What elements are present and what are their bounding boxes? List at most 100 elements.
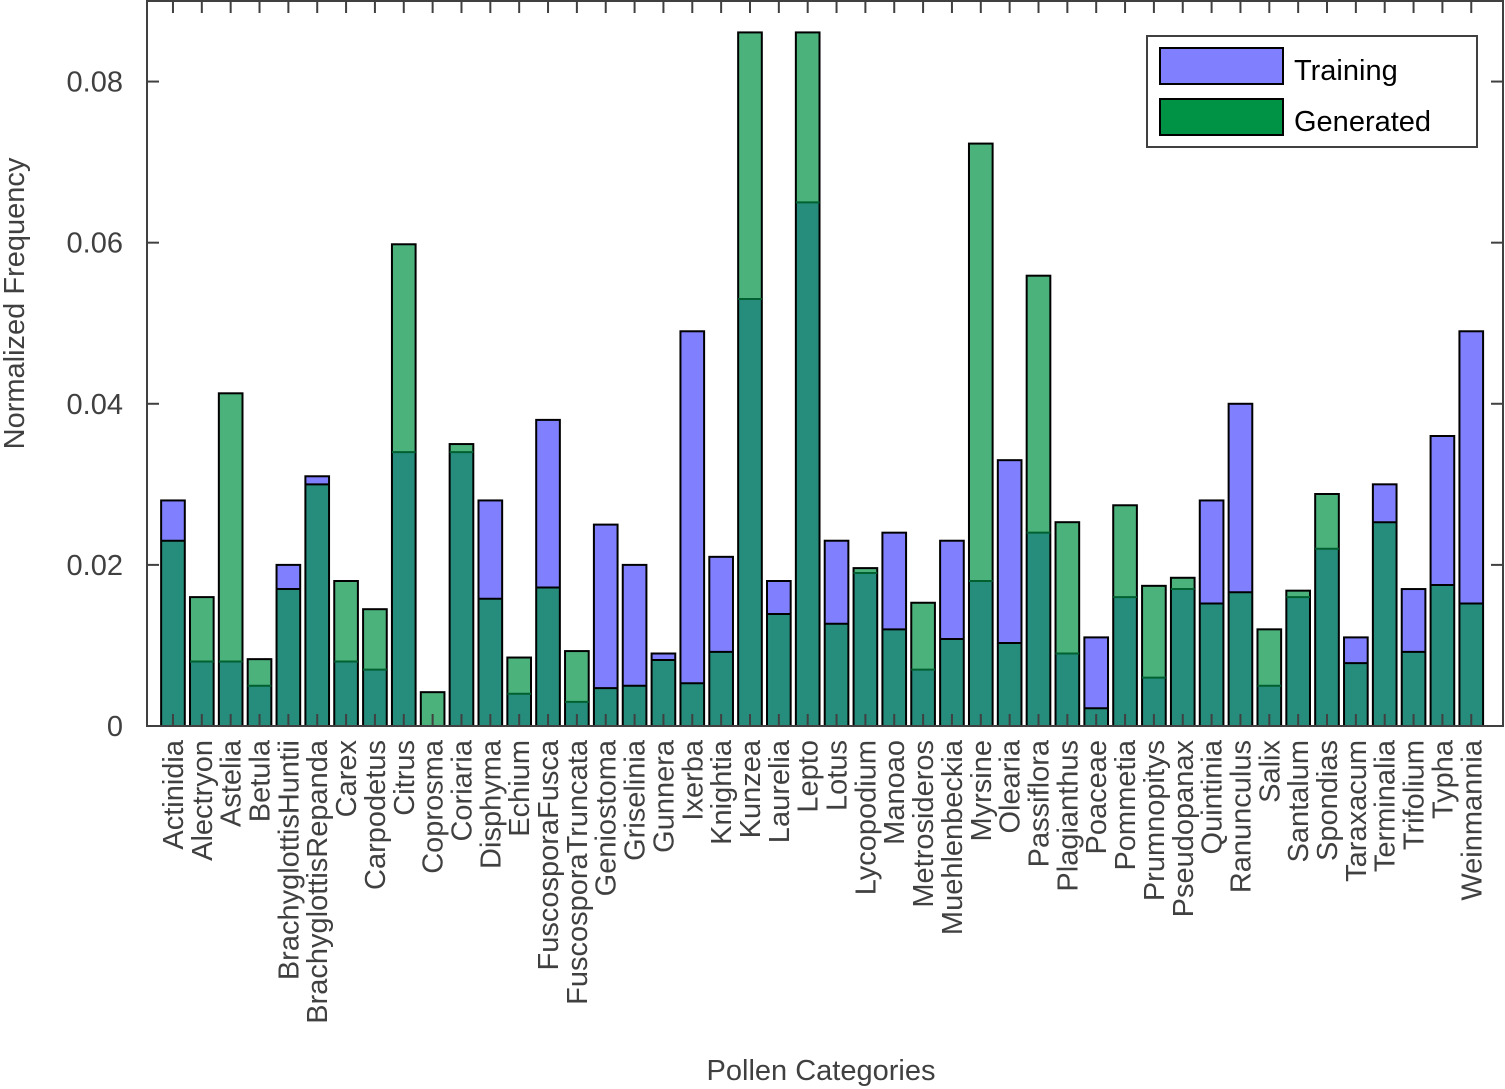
x-tick-label: Carpodetus — [360, 740, 392, 890]
bar-generated-salix — [1257, 629, 1282, 726]
bar-generated-lotus — [824, 623, 849, 726]
bar-generated-weinmannia — [1459, 603, 1484, 726]
bar-generated-griselinia — [622, 685, 647, 726]
x-tick-label: Weinmannia — [1456, 739, 1488, 901]
bar-training-ixerba — [680, 331, 705, 726]
bar-generated-gunnera — [651, 659, 676, 726]
bar-generated-santalum — [1286, 590, 1310, 726]
x-tick-label: Passiflora — [1023, 739, 1055, 867]
bar-generated-citrus — [391, 244, 416, 726]
bar-generated-brachyglottisrepanda — [305, 484, 330, 726]
x-tick-label: Coriaria — [446, 739, 478, 841]
bar-generated-pseudopanax — [1170, 577, 1195, 726]
x-tick-label: Echium — [504, 740, 536, 837]
bar-generated-coriaria — [449, 444, 474, 726]
x-tick-label: Carex — [331, 740, 363, 818]
x-tick-label: Ranunculus — [1225, 740, 1257, 893]
bar-generated-terminalia — [1372, 522, 1397, 726]
x-tick-label: Olearia — [995, 739, 1027, 833]
bar-generated-kunzea — [738, 32, 762, 726]
x-tick-label: Metrosideros — [908, 740, 940, 908]
bar-generated-manoao — [882, 629, 907, 726]
x-tick-label: Trifolium — [1399, 740, 1431, 850]
x-axis: ActinidiaAlectryonAsteliaBetulaBrachyglo… — [158, 1, 1488, 1024]
bar-generated-taraxacum — [1344, 663, 1368, 726]
y-tick-label: 0 — [107, 711, 123, 743]
bar-generated-echium — [507, 657, 532, 726]
x-tick-label: Coprosma — [418, 739, 450, 874]
bar-generated-plagianthus — [1055, 522, 1080, 726]
x-tick-label: Myrsine — [966, 740, 998, 842]
x-tick-label: FuscosporaFusca — [533, 739, 565, 970]
x-tick-label: Poaceae — [1081, 740, 1113, 855]
x-tick-label: Citrus — [389, 740, 421, 816]
bar-generated-carpodetus — [363, 609, 387, 726]
x-tick-label: Pommetia — [1110, 739, 1142, 870]
y-axis-title: Normalized Frequency — [0, 157, 31, 449]
legend-swatch-training — [1159, 47, 1284, 85]
bar-generated-passiflora — [1026, 275, 1051, 726]
y-tick-label: 0.06 — [67, 228, 123, 260]
bar-generated-prumnopitys — [1142, 585, 1166, 726]
bar-generated-lepto — [795, 32, 820, 726]
x-tick-label: Terminalia — [1370, 739, 1402, 872]
x-tick-label: Taraxacum — [1341, 740, 1373, 882]
x-tick-label: Manoao — [879, 740, 911, 845]
bar-generated-myrsine — [968, 143, 993, 727]
x-tick-label: Geniostoma — [591, 739, 623, 896]
x-tick-label: Santalum — [1283, 740, 1315, 863]
x-tick-label: Lepto — [793, 740, 825, 813]
x-tick-label: Kunzea — [735, 739, 767, 838]
y-tick-label: 0.04 — [67, 389, 123, 421]
bar-generated-typha — [1430, 585, 1455, 726]
bar-generated-trifolium — [1401, 651, 1426, 726]
bar-training-poaceae — [1084, 637, 1109, 726]
bar-generated-spondias — [1315, 494, 1339, 726]
x-tick-label: Pseudopanax — [1168, 740, 1200, 918]
bar-generated-metrosideros — [911, 602, 935, 726]
bar-generated-betula — [247, 659, 272, 726]
x-axis-title: Pollen Categories — [707, 1055, 936, 1087]
x-tick-label: Muehlenbeckia — [937, 739, 969, 935]
bar-generated-disphyma — [478, 598, 503, 726]
x-tick-label: Lotus — [822, 740, 854, 811]
x-tick-label: Plagianthus — [1052, 740, 1084, 892]
x-tick-label: Betula — [245, 739, 277, 822]
legend: Training Generated — [1146, 35, 1478, 148]
x-tick-label: Disphyma — [475, 739, 507, 869]
y-axis: 0 0.02 0.04 0.06 0.08 — [67, 67, 1503, 743]
x-tick-label: Prumnopitys — [1139, 740, 1171, 901]
x-tick-label: Actinidia — [158, 739, 190, 849]
x-tick-label: Spondias — [1312, 740, 1344, 861]
bar-generated-laurelia — [767, 614, 791, 726]
bar-generated-knightia — [709, 651, 733, 726]
x-tick-label: Knightia — [706, 739, 738, 845]
bar-generated-ixerba — [680, 683, 705, 726]
bar-generated-quintinia — [1199, 603, 1224, 726]
bar-generated-fuscosporatruncata — [565, 651, 589, 726]
x-tick-label: BrachyglottisHuntii — [273, 740, 305, 980]
bar-training-geniostoma — [593, 524, 618, 726]
x-tick-label: Typha — [1427, 739, 1459, 819]
bar-generated-pommetia — [1113, 505, 1137, 726]
legend-swatch-generated — [1159, 98, 1284, 136]
bar-generated-carex — [334, 581, 358, 726]
bar-generated-brachyglottishuntii — [276, 589, 301, 726]
x-tick-label: BrachyglottisRepanda — [302, 739, 334, 1024]
bar-generated-ranunculus — [1228, 592, 1253, 726]
x-tick-label: Laurelia — [764, 739, 796, 843]
generated-series — [161, 32, 1484, 727]
y-tick-label: 0.08 — [67, 67, 123, 99]
x-tick-label: Ixerba — [677, 739, 709, 820]
x-tick-label: Alectryon — [187, 740, 219, 861]
plot-frame — [146, 0, 1504, 727]
bar-generated-geniostoma — [593, 688, 618, 726]
x-tick-label: Salix — [1254, 740, 1286, 803]
x-tick-label: Griselinia — [620, 739, 652, 861]
bar-generated-coprosma — [420, 692, 445, 726]
x-tick-label: Gunnera — [648, 739, 680, 853]
y-tick-label: 0.02 — [67, 550, 123, 582]
bar-generated-lycopodium — [853, 568, 878, 726]
x-tick-label: Astelia — [216, 739, 248, 827]
